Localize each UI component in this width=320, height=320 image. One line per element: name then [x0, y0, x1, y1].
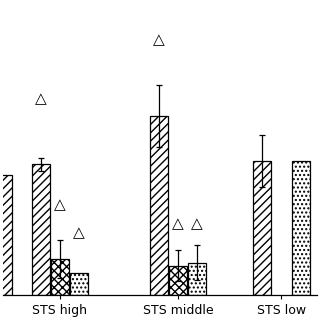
Bar [253, 161, 271, 295]
Bar [150, 116, 167, 295]
Bar [70, 273, 88, 295]
Text: △: △ [153, 33, 164, 47]
Text: △: △ [73, 225, 85, 240]
Text: △: △ [191, 217, 203, 232]
Bar [0, 175, 12, 295]
Text: △: △ [54, 198, 66, 212]
Text: △: △ [35, 91, 46, 106]
Bar [188, 262, 206, 295]
Bar [169, 266, 187, 295]
Text: △: △ [172, 217, 184, 232]
Bar [32, 164, 50, 295]
Bar [292, 161, 310, 295]
Bar [51, 259, 69, 295]
